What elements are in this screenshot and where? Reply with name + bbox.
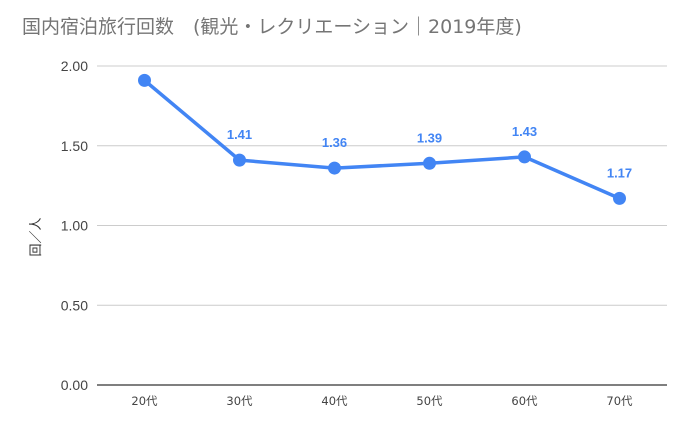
series-line (142, 78, 622, 201)
data-label: 1.41 (227, 127, 252, 142)
y-tick-label: 2.00 (61, 58, 88, 74)
data-label: 1.36 (322, 135, 347, 150)
y-tick-label: 0.50 (61, 297, 88, 313)
data-point (138, 73, 151, 87)
data-label: 1.39 (417, 130, 442, 145)
data-series (138, 73, 626, 205)
data-label: 1.17 (607, 165, 632, 180)
y-tick-label: 1.50 (61, 138, 88, 154)
x-tick-label: 40代 (321, 394, 348, 408)
y-tick-label: 0.00 (61, 377, 88, 393)
y-axis-label: 回／人 (29, 217, 44, 256)
data-point (613, 191, 626, 205)
x-tick-label: 20代 (131, 394, 158, 408)
x-tick-label: 30代 (226, 394, 253, 408)
data-point (423, 156, 436, 170)
data-point (233, 153, 246, 167)
x-tick-label: 60代 (511, 394, 538, 408)
y-tick-label: 1.00 (61, 218, 88, 234)
data-label: 1.43 (512, 124, 537, 139)
x-tick-label: 70代 (606, 394, 633, 408)
data-point (518, 150, 531, 164)
data-labels: 1.41 1.36 1.39 1.43 1.17 (227, 124, 632, 180)
x-axis-ticks: 20代 30代 40代 50代 60代 70代 (131, 394, 633, 408)
data-point (328, 161, 341, 175)
gridlines (97, 65, 667, 386)
x-tick-label: 50代 (416, 394, 443, 408)
y-axis-ticks: 0.00 0.50 1.00 1.50 2.00 (61, 58, 88, 393)
chart-title: 国内宿泊旅行回数 (観光・レクリエーション｜2019年度) (22, 16, 522, 38)
